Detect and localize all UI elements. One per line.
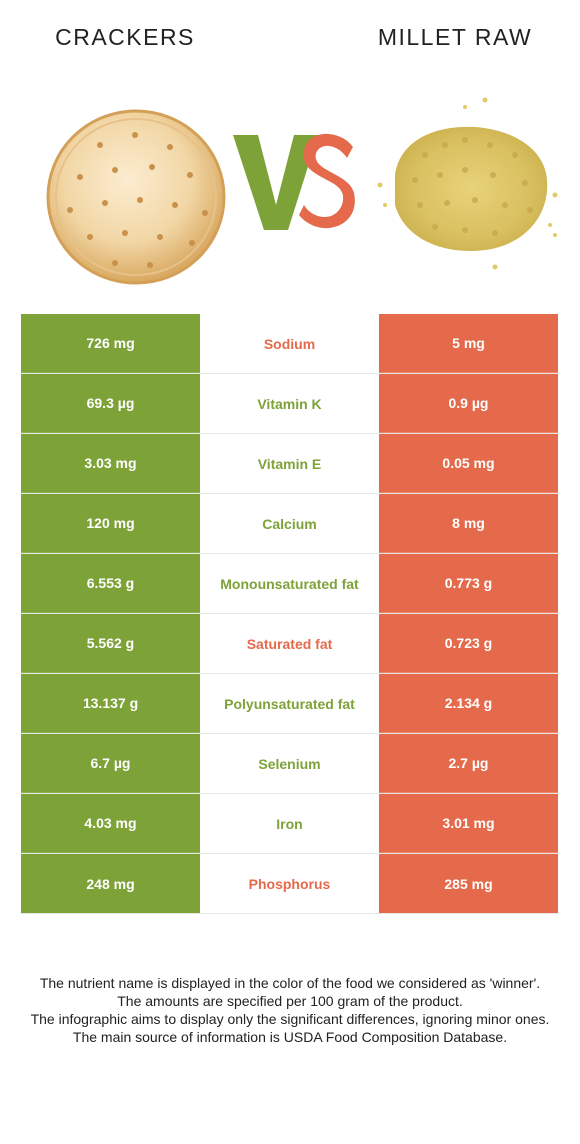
table-row: 3.03 mg Vitamin E 0.05 mg (21, 434, 558, 494)
nutrient-name: Phosphorus (200, 854, 379, 913)
footer-line-3: The infographic aims to display only the… (30, 1011, 550, 1027)
table-row: 120 mg Calcium 8 mg (21, 494, 558, 554)
left-value: 726 mg (21, 314, 200, 373)
table-row: 69.3 µg Vitamin K 0.9 µg (21, 374, 558, 434)
footer-notes: The nutrient name is displayed in the co… (18, 974, 562, 1046)
table-row: 6.7 µg Selenium 2.7 µg (21, 734, 558, 794)
right-value: 5 mg (379, 314, 558, 373)
nutrient-name: Monounsaturated fat (200, 554, 379, 613)
nutrient-name: Sodium (200, 314, 379, 373)
millet-image (377, 97, 558, 270)
nutrient-name: Saturated fat (200, 614, 379, 673)
left-value: 69.3 µg (21, 374, 200, 433)
table-row: 726 mg Sodium 5 mg (21, 314, 558, 374)
left-value: 120 mg (21, 494, 200, 553)
footer-line-2: The amounts are specified per 100 gram o… (117, 993, 463, 1009)
right-value: 0.9 µg (379, 374, 558, 433)
vs-graphic (233, 133, 355, 230)
left-food-title: CRACKERS (55, 24, 195, 50)
nutrient-name: Iron (200, 794, 379, 853)
left-value: 5.562 g (21, 614, 200, 673)
table-row: 6.553 g Monounsaturated fat 0.773 g (21, 554, 558, 614)
left-value: 13.137 g (21, 674, 200, 733)
table-row: 13.137 g Polyunsaturated fat 2.134 g (21, 674, 558, 734)
right-value: 2.134 g (379, 674, 558, 733)
nutrient-table: 726 mg Sodium 5 mg 69.3 µg Vitamin K 0.9 µg 3.… (21, 314, 558, 914)
right-value: 0.05 mg (379, 434, 558, 493)
nutrient-name: Polyunsaturated fat (200, 674, 379, 733)
nutrient-name: Calcium (200, 494, 379, 553)
left-value: 6.553 g (21, 554, 200, 613)
right-value: 0.723 g (379, 614, 558, 673)
nutrient-name: Vitamin E (200, 434, 379, 493)
right-food-title: MILLET RAW (377, 24, 533, 50)
left-value: 3.03 mg (21, 434, 200, 493)
table-row: 5.562 g Saturated fat 0.723 g (21, 614, 558, 674)
right-value: 0.773 g (379, 554, 558, 613)
cracker-image (46, 109, 226, 285)
table-row: 248 mg Phosphorus 285 mg (21, 854, 558, 914)
right-value: 8 mg (379, 494, 558, 553)
footer-line-4: The main source of information is USDA F… (72, 1029, 508, 1045)
left-value: 6.7 µg (21, 734, 200, 793)
left-value: 4.03 mg (21, 794, 200, 853)
right-value: 2.7 µg (379, 734, 558, 793)
right-value: 3.01 mg (379, 794, 558, 853)
nutrient-name: Selenium (200, 734, 379, 793)
nutrient-name: Vitamin K (200, 374, 379, 433)
footer-line-1: The nutrient name is displayed in the co… (39, 975, 541, 991)
left-value: 248 mg (21, 854, 200, 913)
hero-images (0, 85, 580, 300)
table-row: 4.03 mg Iron 3.01 mg (21, 794, 558, 854)
right-value: 285 mg (379, 854, 558, 913)
